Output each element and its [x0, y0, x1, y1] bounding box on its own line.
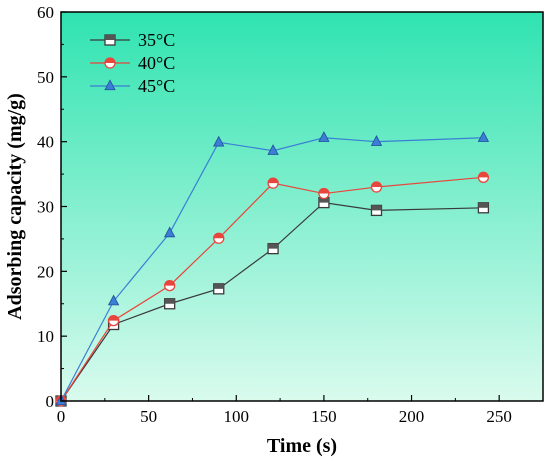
- legend-label: 35°C: [138, 30, 175, 50]
- data-point-circle: [267, 177, 279, 189]
- data-point-square: [104, 34, 116, 46]
- series-1: [55, 171, 490, 407]
- y-tick-label: 0: [46, 392, 55, 411]
- y-tick-label: 10: [37, 327, 54, 346]
- series-2: [55, 131, 490, 406]
- data-point-square: [267, 242, 279, 255]
- data-point-circle: [104, 57, 116, 69]
- data-point-triangle: [267, 144, 279, 155]
- plot-area: [61, 12, 543, 401]
- legend-item: 35°C: [90, 30, 175, 50]
- data-point-circle: [477, 171, 490, 183]
- y-tick-label: 20: [37, 262, 54, 281]
- data-point-triangle: [370, 135, 383, 146]
- x-tick-label: 250: [486, 407, 512, 426]
- x-tick-label: 200: [399, 407, 425, 426]
- data-point-triangle: [318, 131, 330, 142]
- legend-item: 45°C: [90, 76, 175, 96]
- y-tick-label: 40: [37, 133, 54, 152]
- axes-layer: 0 50 100 150 200 250 0 10 20 30 40 50 60: [37, 3, 512, 426]
- data-point-square: [370, 204, 383, 217]
- data-point-triangle: [104, 79, 116, 91]
- legend-item: 40°C: [90, 53, 175, 73]
- y-tick-label: 60: [37, 3, 54, 22]
- data-point-circle: [107, 314, 120, 327]
- data-point-triangle: [477, 131, 490, 142]
- data-point-circle: [213, 232, 225, 244]
- series-line: [60, 137, 484, 402]
- data-point-square: [164, 298, 176, 310]
- x-axis-title: Time (s): [267, 435, 337, 457]
- series-line: [60, 201, 484, 402]
- data-point-triangle: [213, 135, 225, 147]
- x-tick-label: 100: [224, 407, 250, 426]
- data-point-triangle: [107, 294, 120, 306]
- series-layer: [55, 131, 490, 407]
- y-tick-label: 30: [37, 198, 54, 217]
- data-point-circle: [164, 279, 176, 292]
- data-point-triangle: [164, 226, 176, 238]
- series-line: [60, 176, 484, 402]
- legend-label: 40°C: [138, 53, 175, 73]
- data-point-circle: [318, 187, 330, 200]
- y-axis-title: Adsorbing capacity (mg/g): [4, 93, 26, 320]
- x-tick-label: 50: [140, 407, 157, 426]
- data-point-square: [477, 202, 490, 214]
- legend-label: 45°C: [138, 76, 175, 96]
- x-tick-label: 0: [57, 407, 66, 426]
- legend: 35°C 40°C 45°C: [90, 30, 175, 96]
- y-tick-label: 50: [37, 68, 54, 87]
- data-point-square: [213, 283, 225, 295]
- x-tick-label: 150: [311, 407, 337, 426]
- data-point-circle: [370, 181, 383, 193]
